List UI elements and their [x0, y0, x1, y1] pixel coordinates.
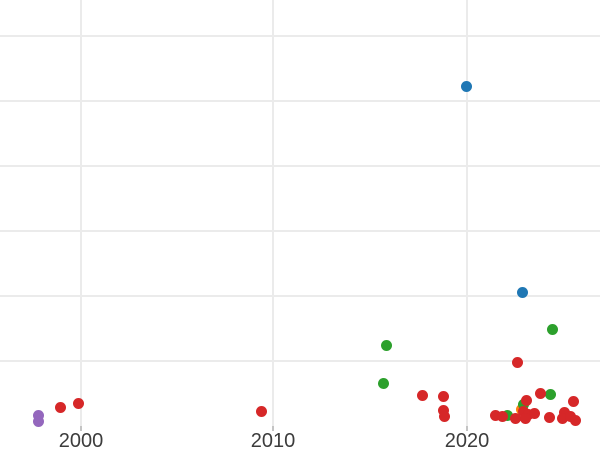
x-axis-tick-label: 2000 — [58, 430, 104, 450]
gridline-vertical — [272, 0, 274, 426]
scatter-point-green — [377, 377, 389, 389]
scatter-point-green — [380, 339, 392, 351]
x-axis-tick-label: 2010 — [250, 430, 296, 450]
scatter-point-red — [528, 407, 540, 419]
scatter-point-red — [489, 409, 501, 421]
scatter-point-red — [567, 395, 579, 407]
scatter-point-red — [496, 410, 508, 422]
scatter-point-red — [255, 405, 267, 417]
scatter-point-red — [543, 411, 555, 423]
scatter-point-red — [416, 389, 428, 401]
scatter-point-red — [54, 401, 66, 413]
scatter-point-purple — [32, 409, 44, 421]
gridline-vertical — [466, 0, 468, 426]
scatter-point-green — [546, 323, 558, 335]
scatter-point-red — [509, 412, 521, 424]
x-axis-tick — [272, 426, 274, 431]
gridline-horizontal — [0, 165, 600, 167]
gridline-horizontal — [0, 100, 600, 102]
scatter-point-red — [564, 410, 576, 422]
x-axis-tick — [466, 426, 468, 431]
gridline-vertical — [80, 0, 82, 426]
scatter-point-red — [556, 412, 568, 424]
scatter-point-purple — [32, 415, 44, 427]
scatter-point-green — [544, 388, 556, 400]
gridline-horizontal — [0, 230, 600, 232]
scatter-point-red — [520, 394, 532, 406]
x-axis-tick — [80, 426, 82, 431]
scatter-point-blue — [516, 286, 528, 298]
scatter-point-red — [558, 406, 570, 418]
gridline-horizontal — [0, 295, 600, 297]
scatter-point-red — [534, 387, 546, 399]
gridline-horizontal — [0, 360, 600, 362]
scatter-point-red — [72, 397, 84, 409]
gridline-horizontal — [0, 35, 600, 37]
x-axis-tick-label: 2020 — [444, 430, 490, 450]
scatter-point-blue — [460, 80, 472, 92]
scatter-point-red — [438, 410, 450, 422]
scatter-point-red — [511, 356, 523, 368]
scatter-point-red — [519, 412, 531, 424]
scatter-point-red — [437, 404, 449, 416]
scatter-point-red — [569, 414, 581, 426]
scatter-point-red — [437, 390, 449, 402]
